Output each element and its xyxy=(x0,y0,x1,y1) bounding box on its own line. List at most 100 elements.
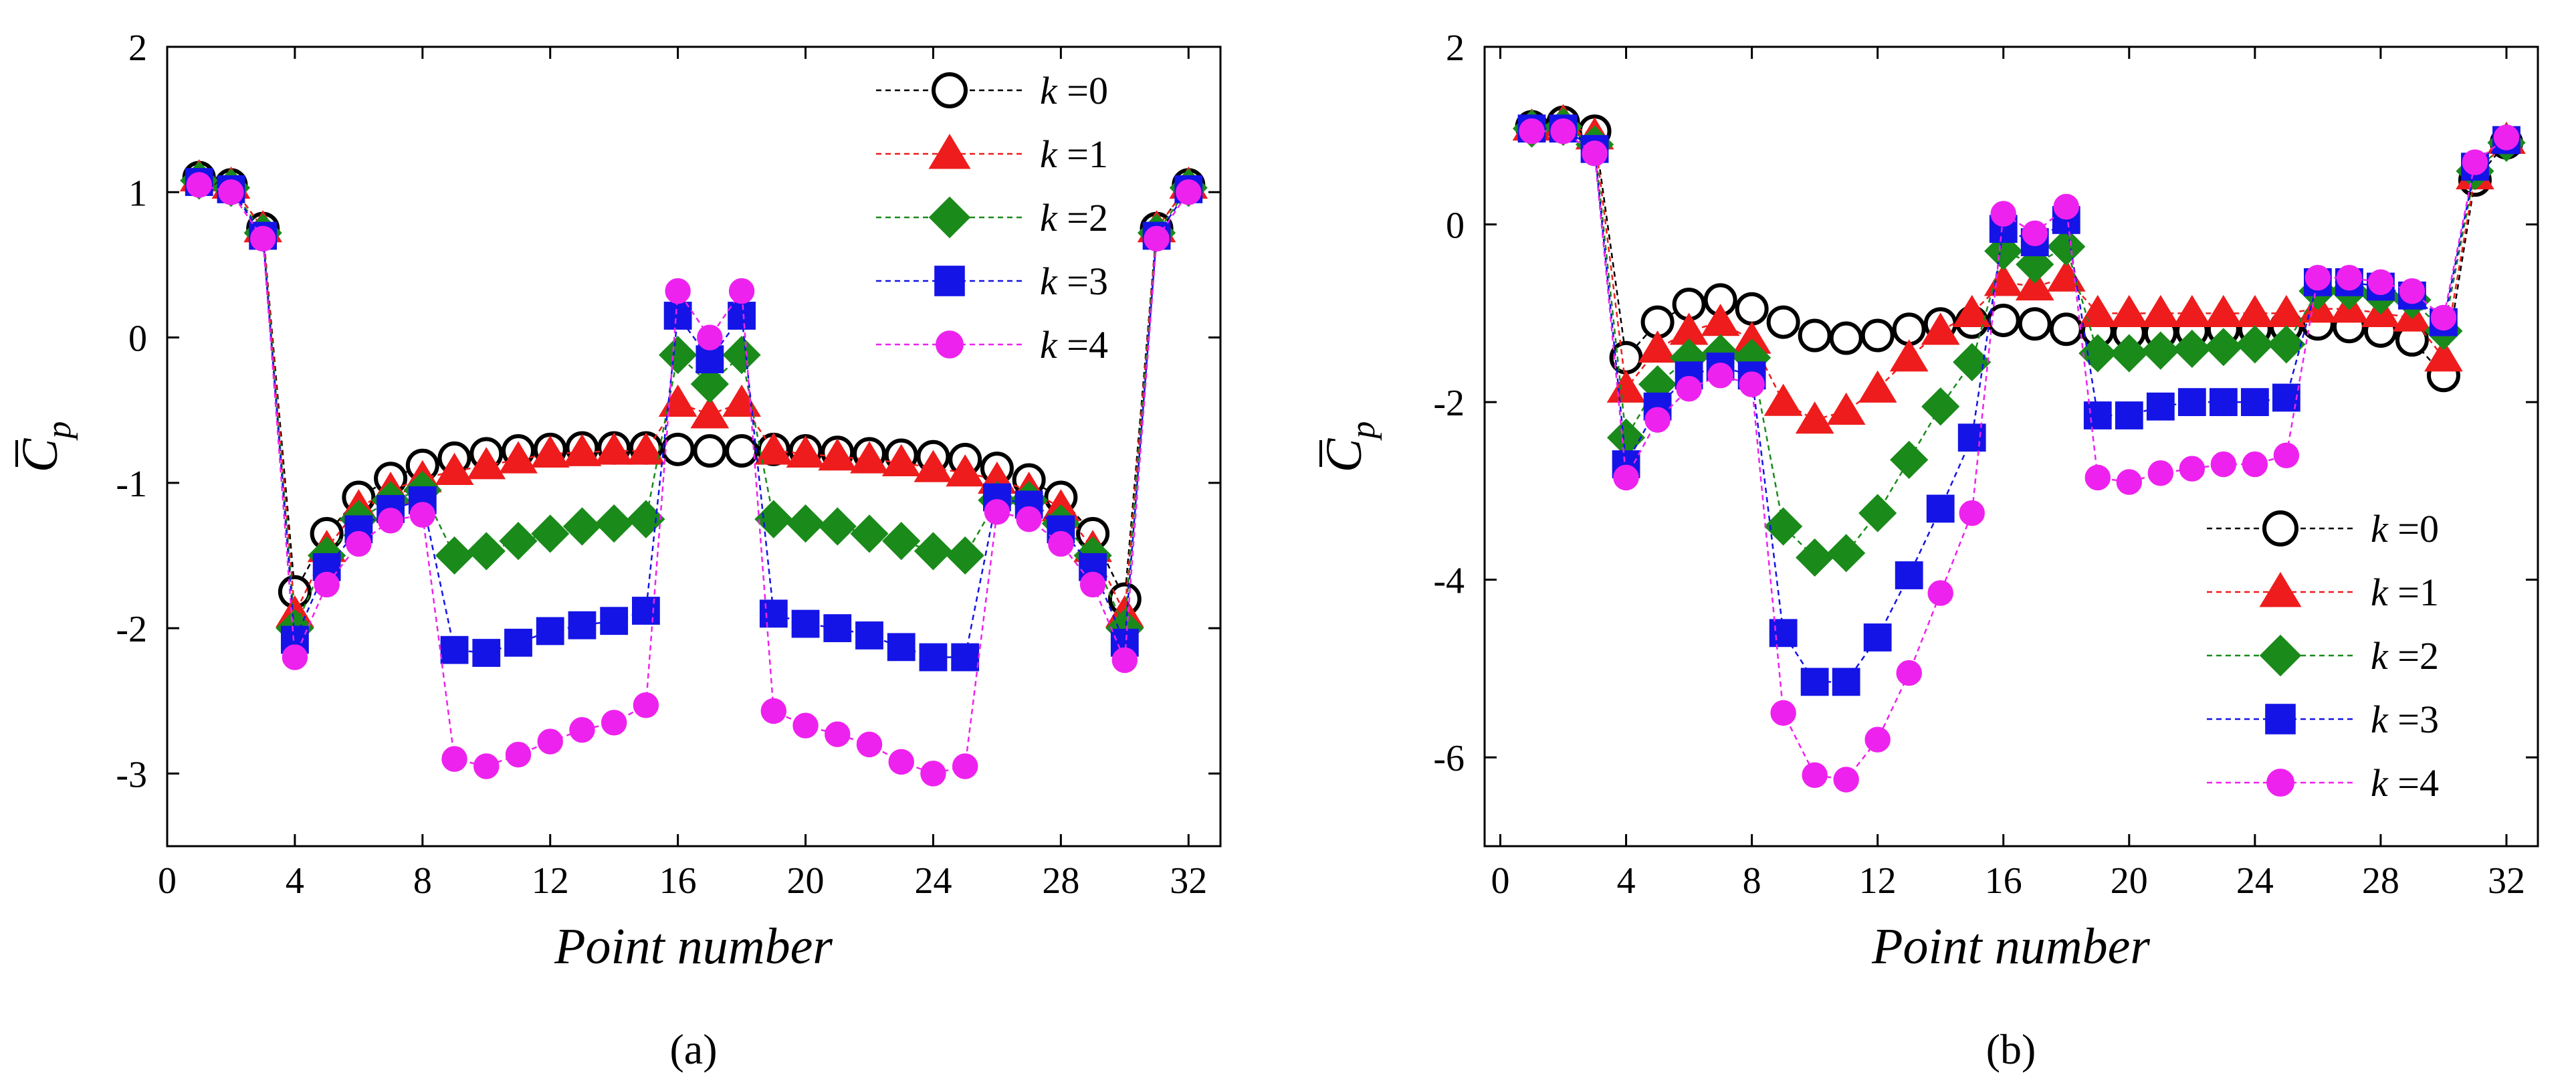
data-point-b-k3 xyxy=(1863,623,1892,652)
data-point-a-k4 xyxy=(537,728,563,755)
y-tick-label-b: 0 xyxy=(1446,205,1465,247)
data-point-b-k2 xyxy=(1796,538,1834,577)
data-point-a-k4 xyxy=(1016,506,1042,532)
x-tick-label-b: 0 xyxy=(1491,860,1510,902)
data-point-b-k4 xyxy=(1707,363,1733,389)
data-point-b-k4 xyxy=(1613,464,1639,491)
data-point-a-k3 xyxy=(440,635,469,664)
data-point-a-k2 xyxy=(850,514,889,553)
x-tick-label-b: 24 xyxy=(2236,860,2274,902)
data-point-a-k3 xyxy=(600,607,629,635)
x-axis-label-b: Point number xyxy=(1871,918,2150,975)
legend-label-a-k4: k =4 xyxy=(1040,323,1108,367)
data-point-a-k4 xyxy=(984,499,1010,525)
data-point-a-k4 xyxy=(249,225,276,252)
data-point-a-k1 xyxy=(786,435,825,468)
data-point-b-k2 xyxy=(2267,325,2306,364)
data-point-a-k4 xyxy=(1111,647,1138,674)
data-point-a-k3 xyxy=(504,628,532,657)
data-point-b-k2 xyxy=(1953,342,1992,381)
data-point-b-k1 xyxy=(2235,294,2274,327)
data-point-a-k4 xyxy=(505,741,532,768)
y-tick-label-a: 2 xyxy=(128,27,147,69)
data-point-a-k3 xyxy=(759,599,788,628)
data-point-a-k4 xyxy=(377,508,404,534)
legend-marker-a-k3 xyxy=(934,266,965,296)
x-tick-label-a: 28 xyxy=(1042,860,1079,902)
data-point-b-k4 xyxy=(1959,500,1985,526)
data-point-b-k2 xyxy=(2110,334,2149,373)
data-point-b-k1 xyxy=(2172,294,2212,327)
data-point-a-k4 xyxy=(825,721,851,747)
data-point-a-k1 xyxy=(435,452,474,486)
data-point-a-k2 xyxy=(946,536,984,575)
series-line-a-k3 xyxy=(199,181,1190,658)
panel-label-b: (b) xyxy=(1986,1025,2036,1073)
data-point-a-k1 xyxy=(562,433,602,466)
data-point-a-k4 xyxy=(760,698,787,724)
y-tick-label-a: -2 xyxy=(116,609,147,650)
data-point-a-k1 xyxy=(881,443,921,477)
data-point-b-k2 xyxy=(1890,440,1929,480)
data-point-a-k4 xyxy=(1176,179,1202,205)
data-point-b-k0 xyxy=(1986,303,2020,337)
data-point-b-k2 xyxy=(2141,331,2180,370)
legend-a: k =0 k =1 k =2 k =3 k =4 xyxy=(876,69,1108,367)
data-point-b-k3 xyxy=(1832,668,1860,696)
data-point-b-k4 xyxy=(1896,660,1922,686)
data-point-b-k3 xyxy=(2209,388,2238,417)
data-point-b-k4 xyxy=(2084,464,2111,491)
data-point-b-k4 xyxy=(1676,375,1702,402)
data-point-a-k3 xyxy=(728,302,756,330)
data-point-b-k4 xyxy=(1864,726,1891,753)
data-point-b-k4 xyxy=(2430,304,2457,331)
data-point-b-k4 xyxy=(1927,580,1953,606)
data-point-a-k1 xyxy=(818,438,857,471)
legend-marker-a-k4 xyxy=(936,330,964,359)
data-point-b-k3 xyxy=(2177,388,2206,417)
data-point-b-k3 xyxy=(2083,401,2112,429)
data-point-a-k4 xyxy=(1048,530,1074,557)
data-point-a-k4 xyxy=(792,712,819,738)
plot-frame-a xyxy=(166,45,1222,848)
x-tick-label-b: 16 xyxy=(1985,860,2022,902)
series-a-k3 xyxy=(185,168,1203,672)
data-point-b-k1 xyxy=(1669,312,1709,345)
y-tick-label-b: -6 xyxy=(1433,738,1465,779)
svg-text:Cp: Cp xyxy=(1316,421,1382,473)
data-point-a-k2 xyxy=(914,532,953,571)
data-point-b-k3 xyxy=(1895,561,1923,589)
y-axis-label-b: Cp xyxy=(1316,421,1382,473)
data-point-b-k0 xyxy=(1735,292,1769,326)
data-point-a-k1 xyxy=(530,435,570,468)
data-point-b-k4 xyxy=(1550,118,1576,144)
data-point-a-k4 xyxy=(314,571,340,598)
data-point-b-k2 xyxy=(2173,329,2212,369)
data-point-a-k2 xyxy=(722,336,761,375)
data-point-b-k0 xyxy=(1829,321,1863,355)
data-point-b-k2 xyxy=(2047,227,2086,266)
data-point-a-k1 xyxy=(946,454,985,487)
data-point-b-k2 xyxy=(1764,507,1803,546)
y-tick-label-a: 0 xyxy=(128,318,147,360)
data-point-a-k2 xyxy=(435,536,474,575)
data-point-b-k4 xyxy=(1519,118,1545,144)
plot-frame-b xyxy=(1483,45,2539,848)
data-point-a-k4 xyxy=(665,278,691,304)
data-point-a-k1 xyxy=(467,447,506,480)
data-point-b-k1 xyxy=(2204,294,2243,327)
data-point-a-k4 xyxy=(697,324,723,351)
data-point-a-k3 xyxy=(568,611,597,639)
data-point-b-k2 xyxy=(2236,325,2274,364)
data-point-b-k1 xyxy=(1858,370,1897,403)
series-line-b-k3 xyxy=(1531,127,2507,683)
x-tick-label-a: 8 xyxy=(413,860,432,902)
data-point-a-k3 xyxy=(823,614,852,642)
data-point-a-k4 xyxy=(282,644,308,670)
data-point-b-k0 xyxy=(1798,318,1832,353)
series-a-k4 xyxy=(186,172,1202,787)
data-point-b-k4 xyxy=(1582,140,1608,167)
data-point-b-k2 xyxy=(1858,494,1897,532)
